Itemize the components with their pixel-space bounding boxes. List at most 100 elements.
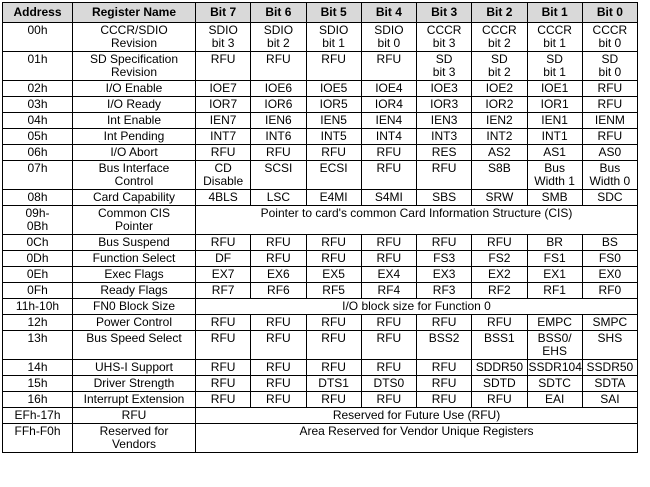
bit-cell: IOE7 (194, 80, 252, 97)
address-cell: 11h-10h (2, 298, 73, 315)
bit-cell: RFU (194, 51, 252, 81)
bit-cell: RFU (194, 234, 252, 251)
bit-cell: AS2 (471, 144, 528, 161)
bit-cell: CCCR bit 0 (581, 22, 639, 52)
bit-cell: IOE6 (250, 80, 307, 97)
bit-cell: INT1 (526, 128, 583, 145)
bit-cell: SDIO bit 2 (250, 22, 307, 52)
bit-cell: SD bit 3 (415, 51, 473, 81)
register-name-cell: FN0 Block Size (72, 298, 196, 315)
table-body: 00h CCCR/SDIO Revision SDIO bit 3 SDIO bit … (2, 22, 639, 453)
header-cell: Bit 3 (415, 2, 473, 23)
register-row: 12h Power Control RFU RFU RFU RFU RFU RFU EMPC SM… (2, 314, 639, 331)
bit-cell: IOE5 (305, 80, 362, 97)
bit-cell: AS0 (581, 144, 639, 161)
register-name-cell: Bus Suspend (72, 234, 196, 251)
bit-cell: IOR4 (360, 96, 418, 113)
bit-cell: RFU (194, 314, 252, 331)
header-cell: Register Name (72, 2, 196, 23)
bit-cell: RFU (194, 359, 252, 376)
bit-cell: RFU (194, 144, 252, 161)
register-name-cell: UHS-I Support (72, 359, 196, 376)
address-cell: 0Fh (2, 282, 73, 299)
bit-cell: FS3 (415, 250, 473, 267)
bit-cell: S4MI (360, 189, 418, 206)
address-cell: EFh-17h (2, 407, 73, 424)
bit-cell: EX6 (250, 266, 307, 283)
address-cell: 05h (2, 128, 73, 145)
address-cell: 14h (2, 359, 73, 376)
bit-cell: BSS1 (471, 330, 528, 360)
span-cell: Reserved for Future Use (RFU) (195, 407, 638, 424)
bit-cell: RFU (305, 51, 362, 81)
register-row: 14h UHS-I Support RFU RFU RFU RFU RFU SDDR50 SSD… (2, 359, 639, 376)
bit-cell: RF3 (415, 282, 473, 299)
header-cell: Bit 0 (581, 2, 639, 23)
address-cell: 09h- 0Bh (2, 205, 73, 235)
bit-cell: RFU (471, 314, 528, 331)
header-cell: Bit 5 (305, 2, 362, 23)
register-name-cell: Interrupt Extension (72, 391, 196, 408)
bit-cell: RFU (250, 330, 307, 360)
bit-cell: FS0 (581, 250, 639, 267)
bit-cell: RFU (360, 234, 418, 251)
bit-cell: 4BLS (194, 189, 252, 206)
bit-cell: BSS2 (415, 330, 473, 360)
bit-cell: IEN5 (305, 112, 362, 129)
register-row: 11h-10h FN0 Block Size I/O block size for … (2, 298, 638, 315)
register-name-cell: Int Enable (72, 112, 196, 129)
register-table: Address Register Name Bit 7 Bit 6 Bit 5 Bit 4… (2, 2, 639, 453)
bit-cell: INT6 (250, 128, 307, 145)
bit-cell: RF1 (526, 282, 583, 299)
bit-cell: IOR1 (526, 96, 583, 113)
bit-cell: BSS0/ EHS (526, 330, 583, 360)
bit-cell: EX3 (415, 266, 473, 283)
bit-cell: RFU (360, 51, 418, 81)
register-name-cell: Reserved for Vendors (72, 423, 196, 453)
bit-cell: CCCR bit 1 (526, 22, 583, 52)
bit-cell: S8B (471, 160, 528, 190)
bit-cell: RES (415, 144, 473, 161)
address-cell: 03h (2, 96, 73, 113)
bit-cell: E4MI (305, 189, 362, 206)
bit-cell: CCCR bit 3 (415, 22, 473, 52)
register-row: 01h SD Specification Revision RFU RFU RFU RFU… (2, 51, 639, 81)
bit-cell: SDTA (581, 375, 639, 392)
bit-cell: RFU (415, 234, 473, 251)
header-cell: Address (2, 2, 73, 23)
span-cell: Area Reserved for Vendor Unique Register… (195, 423, 638, 453)
register-row: 0Ch Bus Suspend RFU RFU RFU RFU RFU RFU BR BS (2, 234, 639, 251)
bit-cell: FS1 (526, 250, 583, 267)
bit-cell: SD bit 0 (581, 51, 639, 81)
header-cell: Bit 1 (526, 2, 583, 23)
bit-cell: RFU (305, 234, 362, 251)
bit-cell: Bus Width 0 (581, 160, 639, 190)
bit-cell: RFU (250, 144, 307, 161)
register-row: FFh-F0h Reserved for Vendors Area Reserved… (2, 423, 638, 453)
bit-cell: ECSI (305, 160, 362, 190)
bit-cell: RFU (471, 234, 528, 251)
bit-cell: DTS0 (360, 375, 418, 392)
register-name-cell: Driver Strength (72, 375, 196, 392)
bit-cell: SDC (581, 189, 639, 206)
header-cell: Bit 7 (194, 2, 252, 23)
bit-cell: EX1 (526, 266, 583, 283)
register-name-cell: Card Capability (72, 189, 196, 206)
address-cell: 01h (2, 51, 73, 81)
bit-cell: IOR2 (471, 96, 528, 113)
bit-cell: RFU (194, 330, 252, 360)
bit-cell: RFU (250, 359, 307, 376)
header-cell: Bit 4 (360, 2, 418, 23)
address-cell: 07h (2, 160, 73, 190)
bit-cell: CD Disable (194, 160, 252, 190)
bit-cell: EX2 (471, 266, 528, 283)
bit-cell: IOE3 (415, 80, 473, 97)
bit-cell: EX7 (194, 266, 252, 283)
bit-cell: SCSI (250, 160, 307, 190)
register-name-cell: Bus Speed Select (72, 330, 196, 360)
bit-cell: IENM (581, 112, 639, 129)
address-cell: 08h (2, 189, 73, 206)
bit-cell: IOR7 (194, 96, 252, 113)
bit-cell: RF0 (581, 282, 639, 299)
bit-cell: RFU (305, 391, 362, 408)
